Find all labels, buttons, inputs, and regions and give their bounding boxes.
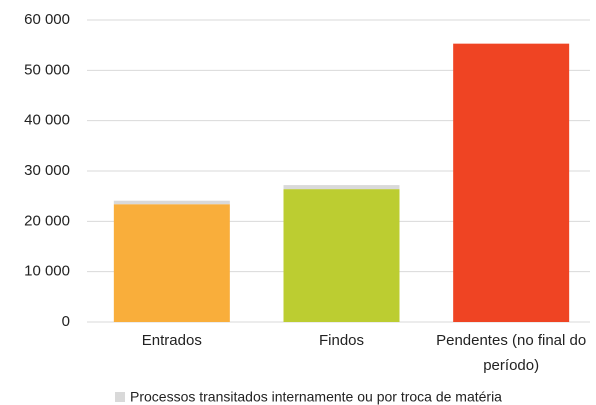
y-tick-label: 20 000 bbox=[24, 212, 70, 229]
x-tick-label-box: Findos bbox=[318, 332, 365, 349]
bar bbox=[453, 43, 570, 322]
x-tick-label-box: Entrados bbox=[141, 332, 202, 349]
x-tick-label: Pendentes (no final do período) bbox=[436, 332, 587, 374]
bar bbox=[113, 200, 230, 205]
bar bbox=[283, 189, 400, 322]
bar bbox=[283, 185, 400, 190]
y-tick-label: 50 000 bbox=[24, 61, 70, 78]
bar bbox=[113, 204, 230, 322]
y-tick-label: 10 000 bbox=[24, 263, 70, 280]
x-tick-label: Entrados bbox=[141, 332, 202, 349]
y-tick-label: 40 000 bbox=[24, 112, 70, 129]
x-tick-label-box: Pendentes (no final do período) bbox=[436, 332, 587, 374]
legend-label: Processos transitados internamente ou po… bbox=[130, 389, 502, 405]
y-tick-label: 30 000 bbox=[24, 162, 70, 179]
y-tick-label: 60 000 bbox=[24, 11, 70, 28]
legend-swatch bbox=[115, 392, 125, 402]
x-tick-label: Findos bbox=[318, 332, 365, 349]
y-tick-label: 0 bbox=[62, 313, 70, 330]
